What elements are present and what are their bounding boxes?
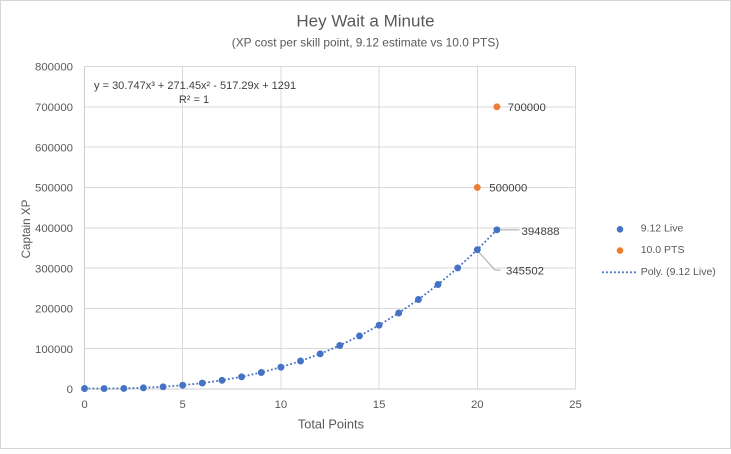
- svg-text:400000: 400000: [35, 223, 73, 235]
- svg-text:500000: 500000: [35, 183, 73, 195]
- svg-text:25: 25: [569, 399, 582, 411]
- svg-text:y = 30.747x³ + 271.45x² - 517.: y = 30.747x³ + 271.45x² - 517.29x + 1291: [94, 80, 296, 92]
- svg-text:10.0 PTS: 10.0 PTS: [641, 244, 685, 256]
- svg-text:200000: 200000: [35, 304, 73, 316]
- svg-text:100000: 100000: [35, 344, 73, 356]
- svg-text:0: 0: [81, 399, 87, 411]
- svg-text:Hey Wait a Minute: Hey Wait a Minute: [296, 12, 434, 31]
- svg-text:9.12 Live: 9.12 Live: [641, 222, 684, 234]
- svg-text:15: 15: [373, 399, 386, 411]
- svg-text:5: 5: [180, 399, 186, 411]
- svg-text:Captain XP: Captain XP: [20, 199, 33, 258]
- svg-text:345502: 345502: [506, 266, 544, 278]
- svg-text:10: 10: [275, 399, 288, 411]
- svg-text:R² = 1: R² = 1: [179, 94, 209, 106]
- svg-text:(XP cost per skill point, 9.12: (XP cost per skill point, 9.12 estimate …: [232, 36, 499, 50]
- svg-text:Poly. (9.12 Live): Poly. (9.12 Live): [641, 266, 716, 278]
- svg-text:394888: 394888: [522, 226, 560, 238]
- svg-text:0: 0: [67, 384, 73, 396]
- svg-text:300000: 300000: [35, 263, 73, 275]
- svg-text:Total Points: Total Points: [298, 416, 364, 431]
- svg-text:800000: 800000: [35, 62, 73, 74]
- svg-text:700000: 700000: [35, 102, 73, 114]
- svg-text:600000: 600000: [35, 142, 73, 154]
- svg-text:20: 20: [471, 399, 484, 411]
- svg-text:500000: 500000: [489, 183, 527, 195]
- svg-text:700000: 700000: [508, 102, 546, 114]
